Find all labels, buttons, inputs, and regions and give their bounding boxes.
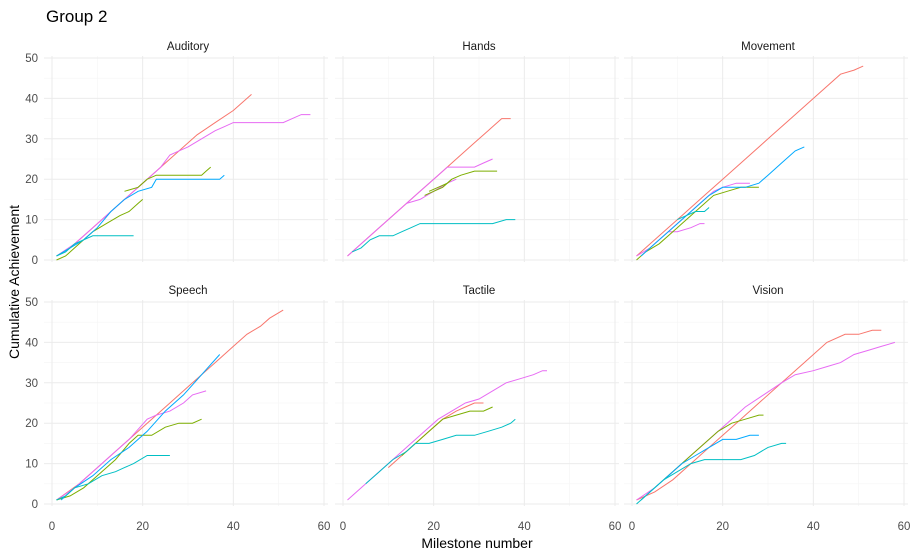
panel-speech: Speech 0 10 20 30 40 50 0 20 40 60 [25,285,330,533]
x-axis-label: Milestone number [421,535,533,551]
y-tick-label: 10 [25,215,38,227]
x-tick-label: 60 [898,521,911,533]
y-tick-label: 0 [32,255,38,267]
series-line [56,390,207,501]
x-tick-label: 60 [318,521,331,533]
panel-hands: Hands [335,41,619,262]
series-line [347,158,493,257]
x-tick-label: 0 [49,521,55,533]
y-tick-label: 40 [25,337,38,349]
y-tick-label: 30 [25,134,38,146]
x-tick-label: 40 [807,521,820,533]
chart-title: Group 2 [46,7,107,26]
series-line [124,166,212,192]
y-tick-label: 20 [25,418,38,430]
series-line [56,235,134,257]
y-axis-label: Cumulative Achievement [6,205,22,359]
series-line [636,186,759,261]
series-line [428,178,453,192]
panel-strip-label: Vision [752,285,783,297]
x-tick-label: 20 [716,521,729,533]
y-tick-label: 10 [25,459,38,471]
series-line [677,207,710,221]
panel-tactile: Tactile 0 20 40 60 [335,285,621,533]
panel-strip-label: Tactile [463,285,496,297]
series-line [56,455,170,501]
series-line [636,329,882,501]
series-line [636,442,787,505]
series-line [424,170,498,196]
series-line [401,406,493,456]
panel-strip-label: Hands [462,41,495,53]
panel-strip-label: Speech [168,285,207,297]
series-line [365,418,516,485]
y-tick-label: 30 [25,378,38,390]
y-tick-label: 50 [25,297,38,309]
series-line [56,199,144,261]
series-line [640,146,805,257]
series-line [351,219,516,253]
x-tick-label: 40 [227,521,240,533]
y-tick-label: 40 [25,93,38,105]
series-line [668,223,705,233]
y-tick-label: 50 [25,53,38,65]
x-tick-label: 0 [629,521,635,533]
panel-grid: Auditory 0 10 20 30 40 50 Hands Movement Speech 0 1… [25,41,910,533]
x-tick-label: 60 [609,521,622,533]
x-tick-label: 0 [340,521,346,533]
panel-vision: Vision 0 20 40 60 [624,285,910,533]
x-tick-label: 40 [518,521,531,533]
series-line [60,354,221,501]
x-tick-label: 20 [427,521,440,533]
panel-movement: Movement [624,41,908,262]
y-tick-label: 20 [25,174,38,186]
x-tick-label: 20 [136,521,149,533]
panel-strip-label: Movement [741,41,795,53]
panel-auditory: Auditory 0 10 20 30 40 50 [25,41,328,267]
y-tick-label: 0 [32,499,38,511]
panel-strip-label: Auditory [167,41,209,53]
series-line [56,418,202,501]
